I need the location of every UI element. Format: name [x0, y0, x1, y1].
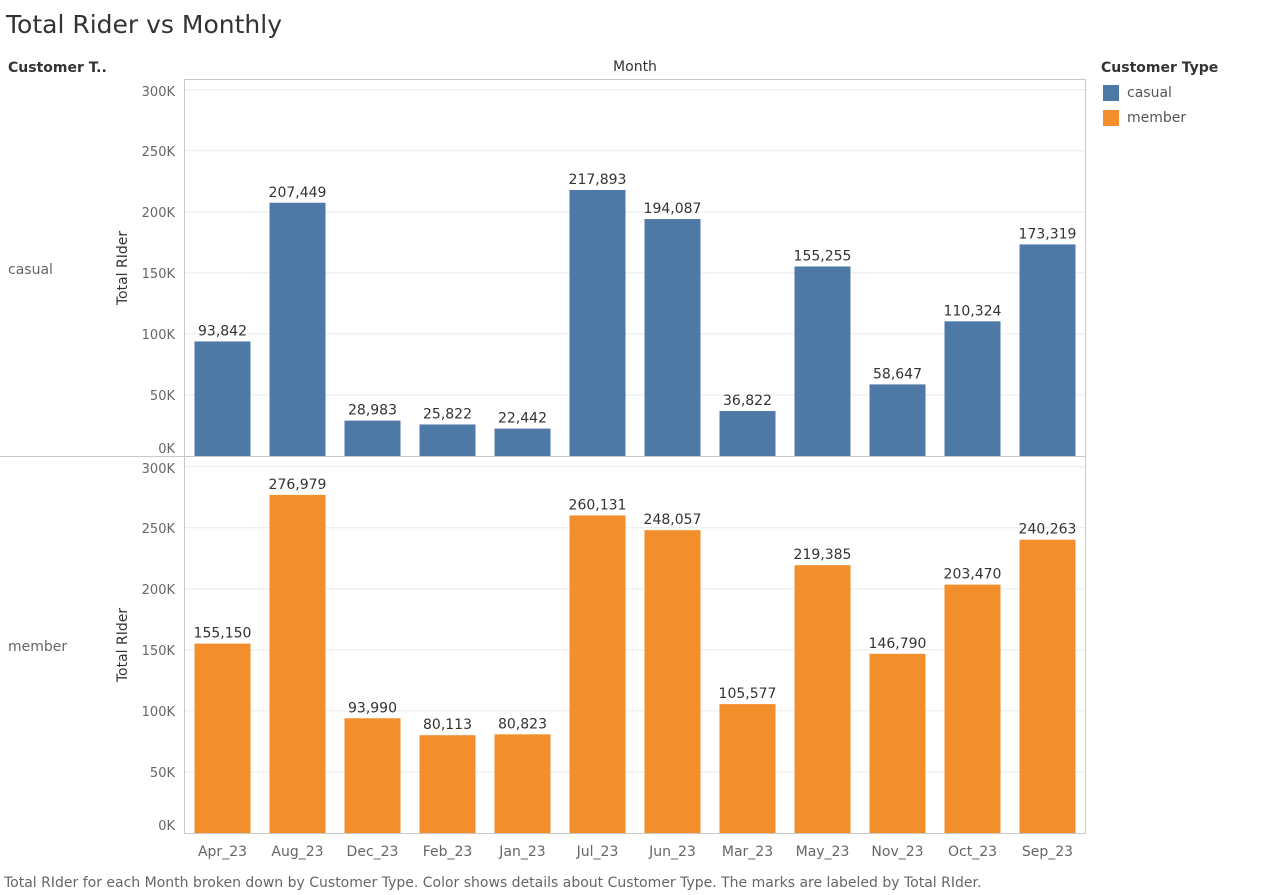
y-tick-label-member-2: 100K: [142, 705, 176, 720]
bar-member-Sep_23: [1019, 539, 1076, 833]
y-tick-label-member-6: 300K: [142, 462, 176, 477]
y-axis-title-casual: Total RIder: [115, 231, 131, 307]
data-label-member-Dec_23: 93,990: [348, 700, 397, 716]
bar-member-Oct_23: [944, 584, 1001, 833]
y-tick-label-member-3: 150K: [142, 644, 176, 659]
row-label-casual: casual: [8, 262, 53, 278]
bar-member-Jan_23: [494, 734, 551, 833]
bar-casual-Sep_23: [1019, 244, 1076, 456]
bar-casual-Aug_23: [269, 202, 326, 456]
y-tick-label-casual-6: 300K: [142, 85, 176, 100]
chart-caption: Total RIder for each Month broken down b…: [4, 875, 982, 891]
y-tick-label-member-1: 50K: [150, 766, 176, 781]
data-label-casual-Nov_23: 58,647: [873, 366, 922, 382]
data-label-member-Jan_23: 80,823: [498, 716, 547, 732]
data-label-member-Jun_23: 248,057: [644, 512, 702, 528]
bar-chart: casual Total RIder 0K 50K 100K 150K 200K 250K 30…: [0, 79, 1086, 860]
data-label-casual-Aug_23: 207,449: [269, 185, 327, 201]
chart-title: Total Rider vs Monthly: [6, 10, 282, 39]
data-label-member-Feb_23: 80,113: [423, 717, 472, 733]
row-header-customer-type[interactable]: Customer T..: [8, 60, 107, 76]
data-label-casual-May_23: 155,255: [794, 248, 852, 264]
bar-casual-Jan_23: [494, 428, 551, 456]
bar-casual-May_23: [794, 266, 851, 456]
bar-casual-Feb_23: [419, 424, 476, 456]
x-tick-label-Sep_23: Sep_23: [1022, 844, 1073, 860]
bar-member-May_23: [794, 565, 851, 833]
y-tick-label-member-0: 0K: [158, 819, 175, 834]
x-tick-label-Jan_23: Jan_23: [498, 844, 545, 860]
bar-member-Aug_23: [269, 494, 326, 833]
bar-casual-Nov_23: [869, 384, 926, 456]
data-label-casual-Jan_23: 22,442: [498, 411, 547, 427]
bar-member-Jul_23: [569, 515, 626, 833]
y-tick-label-casual-5: 250K: [142, 145, 176, 160]
bar-member-Jun_23: [644, 530, 701, 833]
y-axis-title-member: Total RIder: [115, 608, 131, 684]
data-label-casual-Jul_23: 217,893: [569, 172, 627, 188]
legend-label-member: member: [1127, 109, 1187, 126]
data-label-member-May_23: 219,385: [794, 547, 852, 563]
x-tick-label-May_23: May_23: [796, 844, 850, 860]
bar-member-Nov_23: [869, 653, 926, 833]
data-label-casual-Oct_23: 110,324: [944, 303, 1002, 319]
x-tick-label-Oct_23: Oct_23: [948, 844, 997, 860]
data-label-casual-Sep_23: 173,319: [1019, 226, 1077, 242]
x-tick-label-Jun_23: Jun_23: [648, 844, 696, 860]
x-tick-label-Dec_23: Dec_23: [347, 844, 399, 860]
legend-item-casual[interactable]: casual: [1101, 80, 1218, 105]
bar-member-Apr_23: [194, 643, 251, 833]
data-label-member-Jul_23: 260,131: [569, 497, 627, 513]
data-label-casual-Feb_23: 25,822: [423, 406, 472, 422]
data-label-casual-Dec_23: 28,983: [348, 403, 397, 419]
data-label-casual-Jun_23: 194,087: [644, 201, 702, 217]
bar-casual-Mar_23: [719, 411, 776, 456]
row-label-member: member: [8, 639, 67, 655]
legend-title: Customer Type: [1101, 60, 1219, 76]
y-tick-label-casual-3: 150K: [142, 267, 176, 282]
bar-member-Mar_23: [719, 704, 776, 833]
bar-member-Feb_23: [419, 735, 476, 833]
data-label-member-Mar_23: 105,577: [719, 686, 777, 702]
x-tick-label-Aug_23: Aug_23: [271, 844, 323, 860]
legend-swatch-casual: [1103, 84, 1119, 101]
data-label-casual-Apr_23: 93,842: [198, 323, 247, 339]
bar-casual-Apr_23: [194, 341, 251, 456]
data-label-member-Nov_23: 146,790: [869, 636, 927, 652]
x-tick-label-Nov_23: Nov_23: [871, 844, 923, 860]
data-label-member-Sep_23: 240,263: [1019, 522, 1077, 538]
y-tick-label-casual-4: 200K: [142, 206, 176, 221]
bar-member-Dec_23: [344, 718, 401, 833]
bar-casual-Dec_23: [344, 420, 401, 456]
x-tick-label-Feb_23: Feb_23: [423, 844, 473, 860]
x-tick-label-Apr_23: Apr_23: [198, 844, 247, 860]
y-tick-label-casual-0: 0K: [158, 442, 175, 457]
y-tick-label-casual-1: 50K: [150, 389, 176, 404]
x-tick-label-Jul_23: Jul_23: [576, 844, 619, 860]
data-label-member-Aug_23: 276,979: [269, 477, 327, 493]
x-tick-label-Mar_23: Mar_23: [722, 844, 773, 860]
data-label-casual-Mar_23: 36,822: [723, 393, 772, 409]
y-tick-label-member-4: 200K: [142, 583, 176, 598]
bar-casual-Oct_23: [944, 321, 1001, 456]
data-label-member-Apr_23: 155,150: [194, 626, 252, 642]
legend-item-member[interactable]: member: [1101, 105, 1218, 130]
legend-swatch-member: [1103, 109, 1119, 126]
data-label-member-Oct_23: 203,470: [944, 567, 1002, 583]
column-header-month[interactable]: Month: [613, 59, 657, 75]
bar-casual-Jun_23: [644, 219, 701, 456]
legend-label-casual: casual: [1127, 84, 1172, 101]
y-tick-label-casual-2: 100K: [142, 328, 176, 343]
y-tick-label-member-5: 250K: [142, 522, 176, 537]
bar-casual-Jul_23: [569, 190, 626, 457]
legend: Customer Type casual member: [1101, 60, 1218, 130]
